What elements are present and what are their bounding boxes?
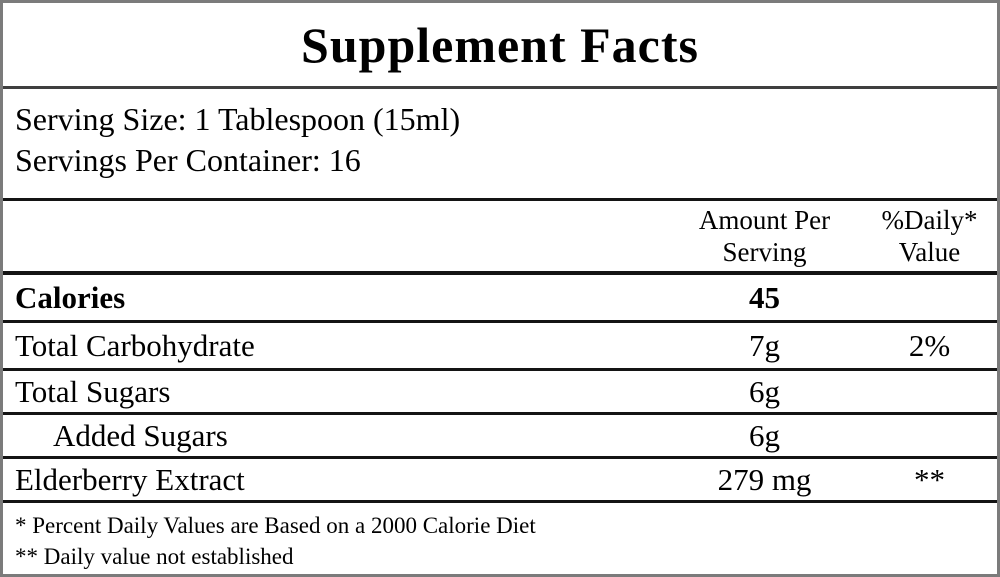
nutrient-name: Calories	[15, 280, 126, 315]
serving-info-section: Serving Size: 1 Tablespoon (15ml) Servin…	[3, 89, 997, 201]
nutrient-name: Added Sugars	[53, 418, 228, 453]
nutrient-name: Total Sugars	[15, 374, 171, 409]
nutrient-amount: 6g	[749, 418, 780, 453]
footnote-percent-daily-values: * Percent Daily Values are Based on a 20…	[15, 513, 536, 538]
nutrient-amount: 7g	[749, 328, 780, 363]
row-calories: Calories 45	[3, 275, 997, 323]
footnotes-section: * Percent Daily Values are Based on a 20…	[3, 503, 997, 571]
serving-size-line: Serving Size: 1 Tablespoon (15ml)	[15, 101, 461, 137]
nutrient-amount: 45	[749, 280, 780, 315]
row-total-sugars: Total Sugars 6g	[3, 371, 997, 415]
column-header-percent-daily-value: %Daily* Value	[881, 204, 978, 267]
label-title: Supplement Facts	[301, 16, 699, 73]
footnote-daily-value-not-established: ** Daily value not established	[15, 544, 294, 570]
row-total-carbohydrate: Total Carbohydrate 7g 2%	[3, 323, 997, 371]
nutrient-name: Total Carbohydrate	[15, 328, 255, 363]
row-added-sugars: Added Sugars 6g	[3, 415, 997, 459]
nutrient-amount: 6g	[749, 374, 780, 409]
nutrient-name: Elderberry Extract	[15, 462, 245, 497]
servings-per-container-line: Servings Per Container: 16	[15, 141, 361, 178]
nutrient-daily-value: **	[914, 462, 945, 497]
nutrient-daily-value: 2%	[908, 328, 951, 363]
column-header-amount-per-serving: Amount Per Serving	[698, 204, 831, 267]
nutrient-amount: 279 mg	[717, 462, 812, 497]
row-elderberry-extract: Elderberry Extract 279 mg **	[3, 459, 997, 503]
column-headers: Amount Per Serving %Daily* Value	[3, 201, 997, 275]
title-section: Supplement Facts	[3, 3, 997, 89]
